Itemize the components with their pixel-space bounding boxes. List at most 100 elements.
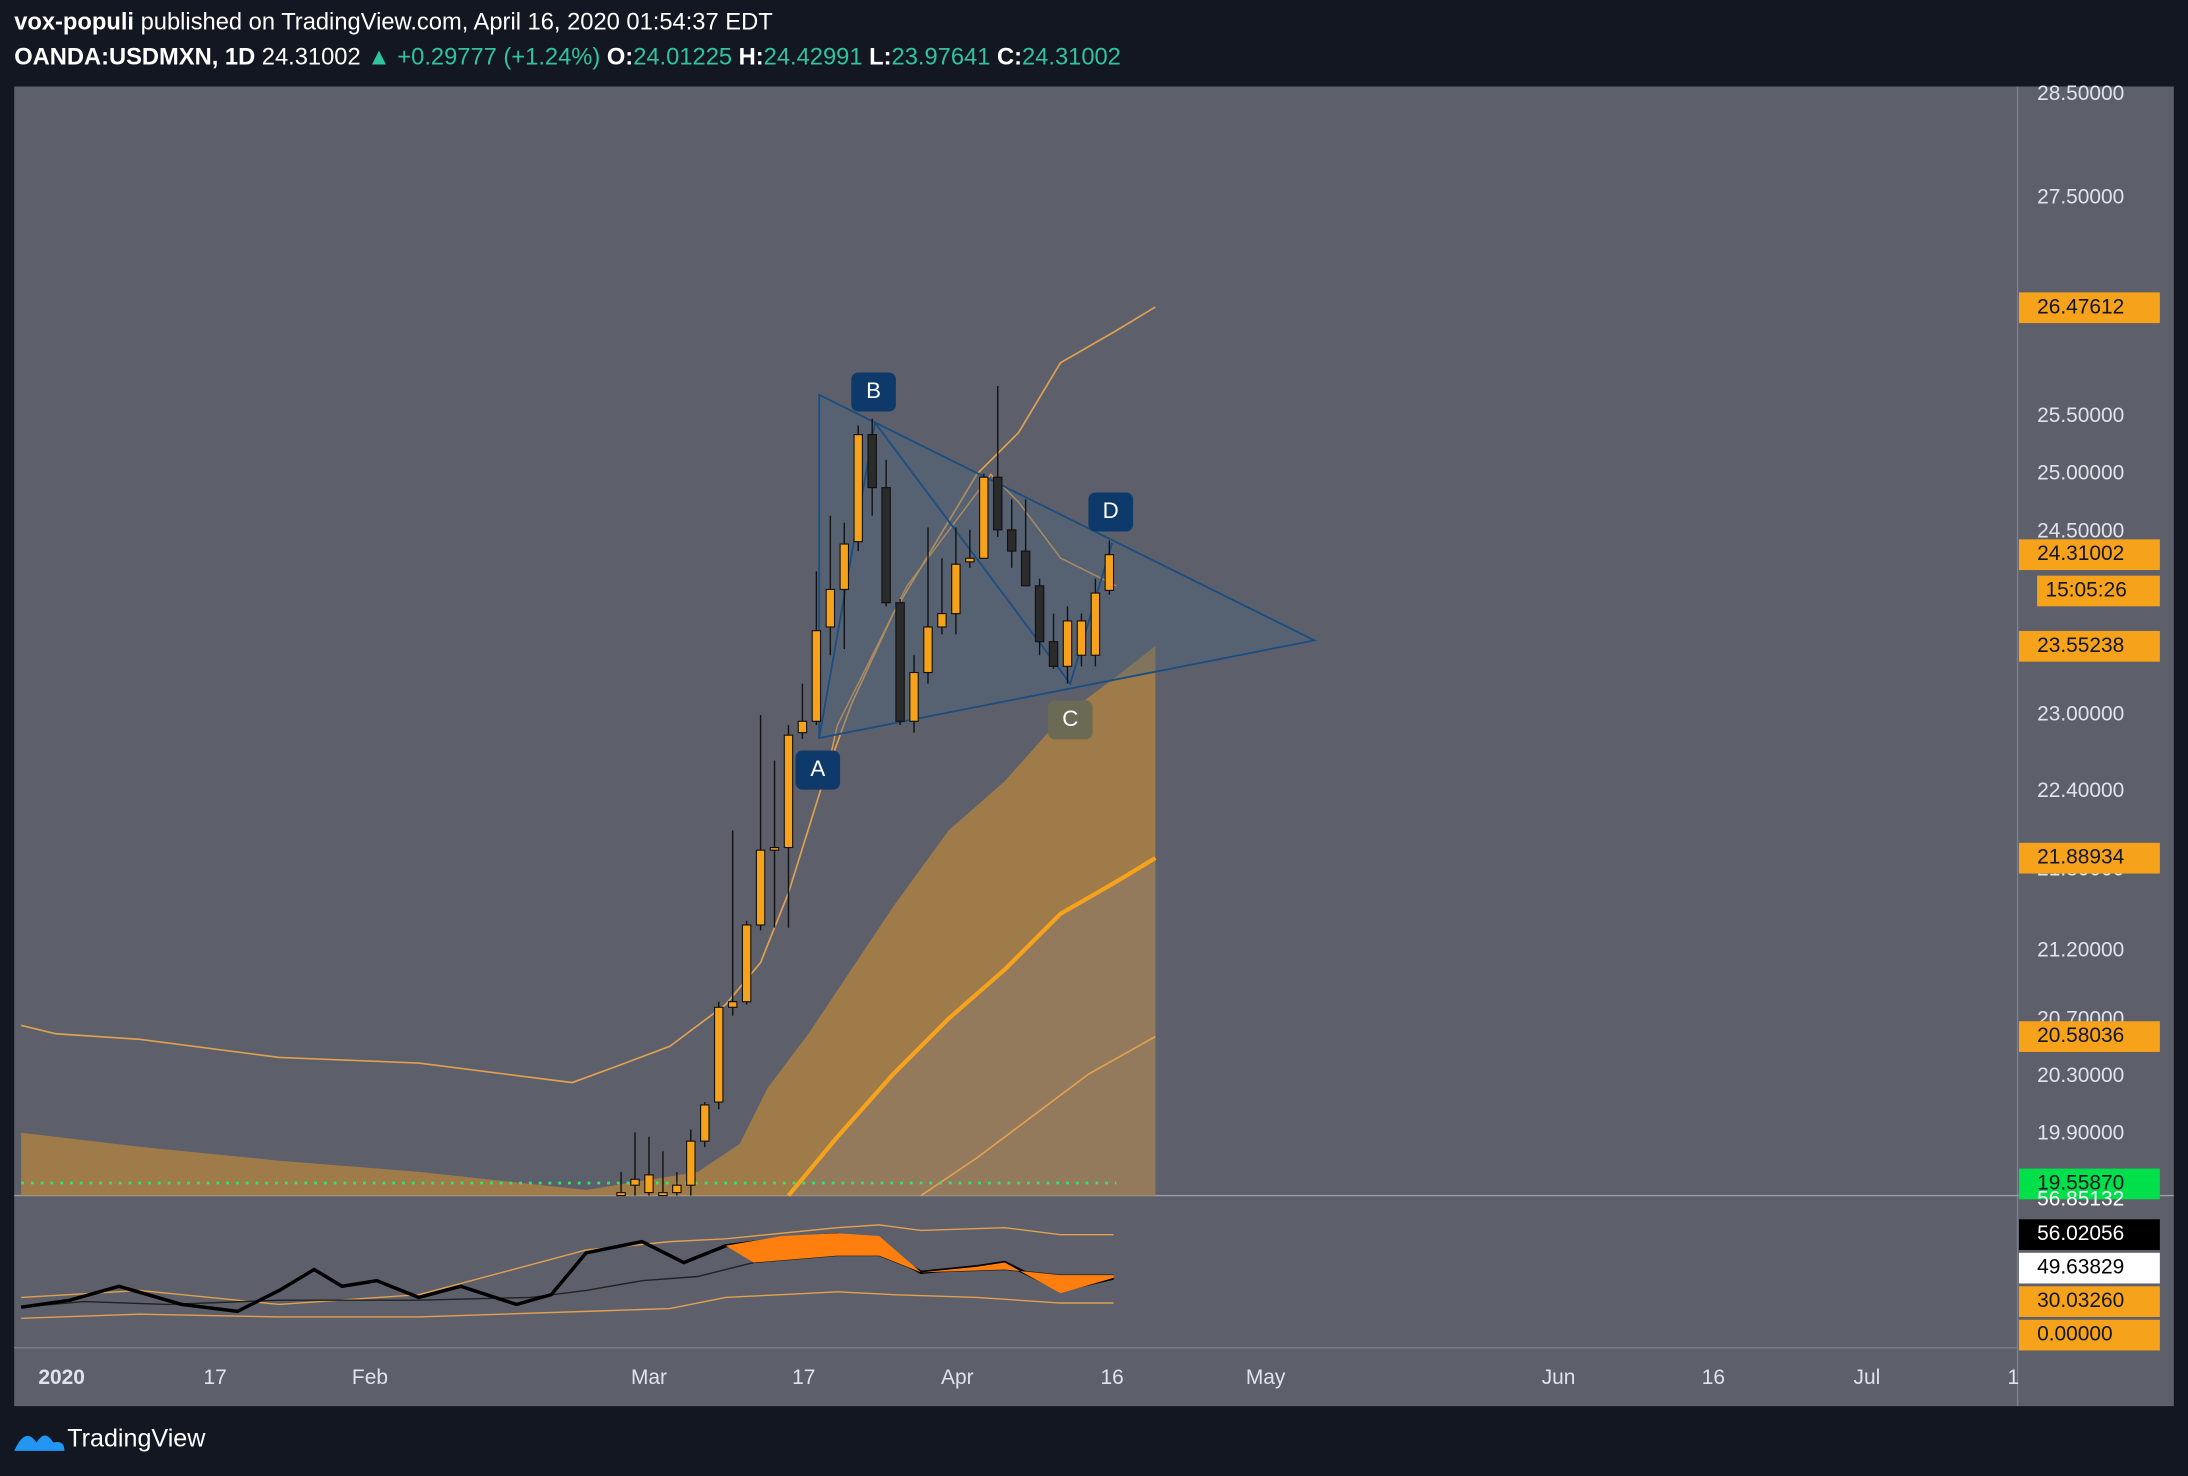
candle-body xyxy=(937,613,947,628)
x-tick-label: Jun xyxy=(1542,1366,1576,1389)
change: ▲ +0.29777 (+1.24%) xyxy=(367,45,600,71)
candle-body xyxy=(630,1178,640,1186)
osc-upper xyxy=(21,1224,1114,1306)
candle-body xyxy=(616,1192,626,1197)
l-label: L: xyxy=(869,45,891,71)
candle-body xyxy=(658,1192,668,1197)
osc-lower xyxy=(21,1291,1114,1320)
candle-body xyxy=(1048,641,1059,667)
oscillator-badge xyxy=(2018,1319,2160,1351)
candle-body xyxy=(867,434,877,489)
candle-body xyxy=(755,849,766,926)
candle-body xyxy=(811,630,822,722)
brand: TradingView xyxy=(67,1424,206,1452)
candle-body xyxy=(672,1184,682,1194)
candle-body xyxy=(965,557,975,563)
oscillator-badge xyxy=(2018,1286,2160,1317)
pattern-labels: A B C D xyxy=(795,372,1134,790)
lower-band xyxy=(920,1035,1156,1197)
l-value: 23.97641 xyxy=(892,45,991,71)
candle-body xyxy=(797,720,808,734)
x-tick-label: 17 xyxy=(203,1366,226,1389)
candle-body xyxy=(686,1140,696,1186)
countdown: 15:05:26 xyxy=(2045,579,2126,602)
candle-body xyxy=(853,434,863,543)
candle-body xyxy=(700,1104,710,1142)
price-badge xyxy=(2018,1168,2160,1200)
last: 24.31002 xyxy=(262,45,361,71)
candle-body xyxy=(1076,620,1087,656)
y-tick-label: 27.50000 xyxy=(2037,185,2124,208)
candle-body xyxy=(881,487,891,604)
x-tick-label: 1 xyxy=(2008,1366,2020,1389)
candle-body xyxy=(839,543,850,590)
oscillator-label: 56.85132 xyxy=(2037,1187,2124,1210)
candle-body xyxy=(1034,585,1045,643)
x-tick-label: 16 xyxy=(1702,1366,1725,1389)
label-box xyxy=(1088,492,1134,532)
x-tick-label: Apr xyxy=(941,1366,974,1389)
y-tick-label: 22.40000 xyxy=(2037,779,2124,802)
oscillator-label: 56.02056 xyxy=(2037,1222,2124,1245)
y-tick-label: 24.50000 xyxy=(2037,520,2124,543)
fast-average xyxy=(822,473,1117,789)
oscillator-badge xyxy=(2018,1219,2160,1250)
candle-body xyxy=(979,476,989,559)
y-tick-label: 19.90000 xyxy=(2037,1121,2124,1144)
header-line-2: OANDA:USDMXN, 1D 24.31002 ▲ +0.29777 (+1… xyxy=(14,45,1121,71)
oscillator-label: 0.00000 xyxy=(2037,1323,2113,1346)
band-fill-lower xyxy=(788,857,1156,1196)
candles xyxy=(616,385,1115,1197)
candle-body xyxy=(1020,550,1031,587)
x-tick-label: Feb xyxy=(352,1366,388,1389)
y-tick-label: 20.30000 xyxy=(2037,1064,2124,1087)
price-badge-label: 24.31002 xyxy=(2037,542,2124,565)
countdown-badge xyxy=(2037,575,2160,607)
triangle xyxy=(818,393,1318,740)
price-badge-label: 19.55870 xyxy=(2037,1171,2124,1194)
pattern-label: A xyxy=(810,756,825,781)
logo xyxy=(14,1435,65,1451)
price-badge-label: 23.55238 xyxy=(2037,634,2124,657)
y-tick-label: 28.50000 xyxy=(2037,82,2124,105)
author: vox-populi xyxy=(14,10,134,36)
price-badge xyxy=(2018,292,2160,324)
candle-body xyxy=(1062,620,1073,667)
osc-main xyxy=(20,1232,1114,1314)
candle-body xyxy=(769,846,780,851)
candle-body xyxy=(951,563,961,615)
candle-body xyxy=(1104,554,1115,591)
x-tick-label: Mar xyxy=(631,1366,667,1389)
x-tick-label: Jul xyxy=(1854,1366,1881,1389)
price-badge xyxy=(2018,842,2160,874)
middle-band xyxy=(786,856,1157,1197)
candle-body xyxy=(909,671,919,722)
candle-body xyxy=(1006,529,1017,552)
c-value: 24.31002 xyxy=(1022,45,1121,71)
h-label: H: xyxy=(739,45,764,71)
indicators xyxy=(20,306,1157,1320)
published: published on TradingView.com, April 16, … xyxy=(141,10,773,36)
x-tick-label: 16 xyxy=(1101,1366,1124,1389)
footer xyxy=(0,1406,2188,1476)
price-badge xyxy=(2018,630,2160,662)
oscillator-badge xyxy=(2018,1252,2160,1284)
price-badge-label: 21.88934 xyxy=(2037,846,2125,869)
price-badge xyxy=(2018,539,2160,571)
pattern-label: B xyxy=(866,378,881,403)
y-tick-label: 21.20000 xyxy=(2037,938,2124,961)
x-tick-label: May xyxy=(1246,1366,1286,1389)
pattern-label: D xyxy=(1103,498,1119,523)
price-scale: 28.50000 27.50000 25.50000 25.00000 24.50000… xyxy=(38,82,2160,1389)
oscillator-label: 30.03260 xyxy=(2037,1289,2124,1312)
candle-body xyxy=(727,1001,738,1008)
candle-body xyxy=(713,1006,724,1103)
x-tick-label: 17 xyxy=(792,1366,815,1389)
label-box xyxy=(795,750,841,790)
c-label: C: xyxy=(997,45,1022,71)
candle-body xyxy=(825,588,836,628)
candle-body xyxy=(992,476,1003,531)
candle-body xyxy=(895,602,905,722)
header-line-1: vox-populi published on TradingView.com,… xyxy=(14,10,772,36)
h-value: 24.42991 xyxy=(764,45,863,71)
